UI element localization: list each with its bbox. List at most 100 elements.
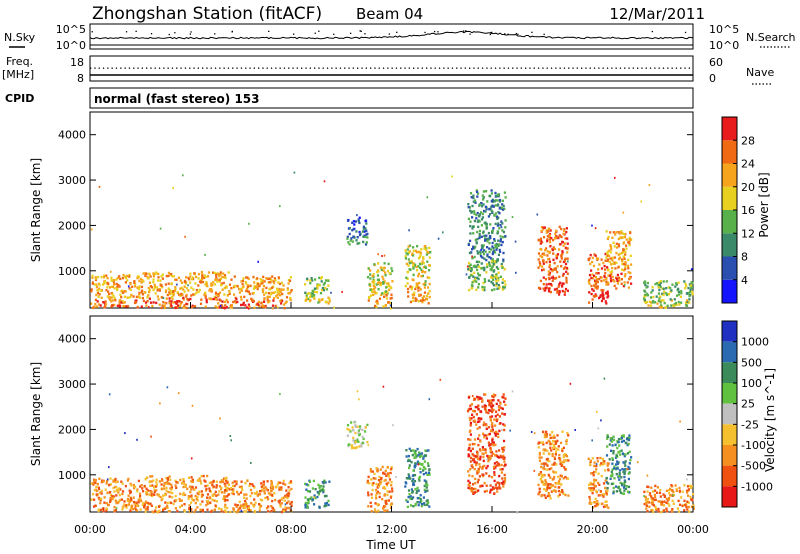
scatter-cell xyxy=(164,290,167,294)
scatter-cell xyxy=(469,232,472,235)
scatter-cell xyxy=(476,237,479,241)
scatter-cell xyxy=(117,491,120,494)
scatter-cell xyxy=(611,266,614,270)
scatter-cell xyxy=(272,299,275,302)
scatter-cell xyxy=(605,493,608,496)
scatter-cell xyxy=(102,510,105,513)
scatter-cell xyxy=(609,477,612,480)
scatter-cell xyxy=(105,507,108,510)
scatter-cell xyxy=(496,464,499,467)
scatter-cell xyxy=(176,509,179,513)
scatter-cell xyxy=(619,491,622,494)
scatter-cell xyxy=(451,175,453,178)
scatter-cell xyxy=(538,459,541,462)
scatter-cell xyxy=(213,271,216,275)
scatter-cell xyxy=(247,277,250,280)
scatter-cell xyxy=(148,493,151,496)
nave-point xyxy=(365,67,367,69)
scatter-cell xyxy=(191,486,194,489)
scatter-cell xyxy=(358,230,361,234)
scatter-cell xyxy=(174,494,177,498)
scatter-cell xyxy=(562,260,565,264)
scatter-cell xyxy=(474,201,477,204)
scatter-cell xyxy=(109,298,112,301)
scatter-cell xyxy=(241,303,244,306)
scatter-cell xyxy=(247,290,250,293)
scatter-cell xyxy=(612,241,615,244)
scatter-cell xyxy=(106,478,109,481)
scatter-cell xyxy=(547,491,550,495)
scatter-cell xyxy=(306,498,309,501)
scatter-cell xyxy=(157,505,161,508)
scatter-cell xyxy=(136,276,139,280)
scatter-cell xyxy=(93,498,96,501)
scatter-cell xyxy=(471,413,474,416)
scatter-cell xyxy=(116,276,119,280)
nave-tick-top: 60 xyxy=(709,56,723,69)
scatter-cell xyxy=(678,503,682,506)
scatter-cell xyxy=(502,449,505,452)
scatter-cell xyxy=(323,281,326,285)
scatter-cell xyxy=(146,493,149,496)
scatter-cell xyxy=(482,448,485,451)
scatter-cell xyxy=(665,292,668,295)
scatter-cell xyxy=(249,494,252,498)
scatter-cell xyxy=(509,429,511,432)
scatter-cell xyxy=(285,506,288,510)
scatter-cell xyxy=(193,293,196,296)
scatter-cell xyxy=(260,505,263,508)
scatter-cell xyxy=(483,404,486,407)
colorbar-swatch xyxy=(722,383,737,404)
freq-tick-top: 18 xyxy=(70,56,84,69)
scatter-cell xyxy=(95,283,98,286)
scatter-cell xyxy=(558,275,561,278)
scatter-cell xyxy=(168,300,171,303)
scatter-cell xyxy=(160,483,163,486)
nave-point xyxy=(486,67,488,69)
scatter-cell xyxy=(593,501,596,504)
scatter-cell xyxy=(258,506,261,509)
scatter-cell xyxy=(289,290,292,293)
scatter-cell xyxy=(616,440,619,443)
scatter-cell xyxy=(263,298,266,301)
scatter-cell xyxy=(471,475,474,478)
scatter-cell xyxy=(467,206,470,209)
scatter-cell xyxy=(377,509,380,512)
scatter-cell xyxy=(214,297,217,301)
scatter-cell xyxy=(493,200,496,203)
nave-point xyxy=(542,67,544,69)
scatter-cell xyxy=(676,294,679,297)
scatter-cell xyxy=(266,277,269,280)
scatter-cell xyxy=(266,496,269,499)
scatter-cell xyxy=(316,283,319,286)
scatter-cell xyxy=(190,286,193,289)
scatter-cell xyxy=(390,502,393,505)
scatter-cell xyxy=(499,224,502,227)
scatter-cell xyxy=(280,288,283,291)
scatter-cell xyxy=(133,487,136,490)
scatter-cell xyxy=(213,283,217,286)
scatter-cell xyxy=(362,227,365,230)
scatter-cell xyxy=(327,503,330,507)
scatter-cell xyxy=(564,287,568,291)
scatter-cell xyxy=(253,486,256,489)
scatter-cell xyxy=(491,245,494,248)
scatter-cell xyxy=(488,250,491,254)
scatter-cell xyxy=(468,447,471,450)
scatter-cell xyxy=(493,471,496,474)
scatter-cell xyxy=(324,300,327,304)
scatter-cell xyxy=(123,500,126,503)
scatter-cell xyxy=(404,485,407,488)
scatter-cell xyxy=(558,456,561,460)
scatter-cell xyxy=(588,483,591,486)
nave-point xyxy=(473,67,475,69)
scatter-cell xyxy=(611,472,614,476)
colorbar-tick-label: 16 xyxy=(741,204,755,217)
scatter-cell xyxy=(356,425,359,428)
scatter-cell xyxy=(143,291,146,294)
scatter-cell xyxy=(485,408,488,412)
nave-point xyxy=(296,67,298,69)
scatter-cell xyxy=(588,502,591,505)
scatter-cell xyxy=(382,507,385,510)
scatter-cell xyxy=(267,301,270,304)
